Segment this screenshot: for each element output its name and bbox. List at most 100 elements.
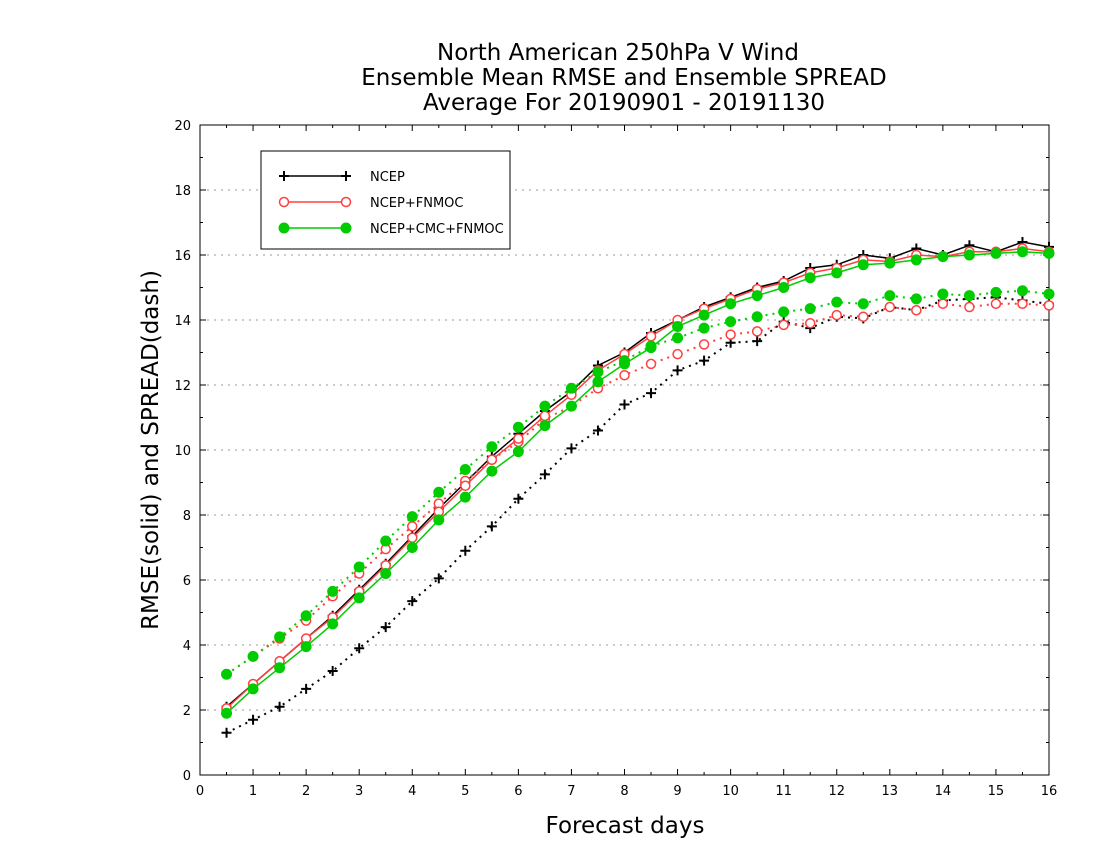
series-1-spread-point-27 [937, 298, 949, 309]
series-1-rmse-point-11 [513, 433, 524, 444]
series-2-rmse-point-2 [274, 662, 286, 674]
series-2-rmse-point-29 [990, 247, 1002, 259]
series-0-spread-point-10 [486, 521, 497, 532]
series-2-rmse-point-8 [433, 514, 445, 526]
series-0-spread-point-11 [513, 493, 524, 504]
series-2-rmse-point-13 [565, 400, 577, 412]
series-2-spread-point-30 [1016, 285, 1028, 297]
series-layer [221, 237, 1055, 738]
series-1-spread-point-15 [619, 370, 630, 381]
series-2-spread-point-29 [990, 286, 1002, 298]
y-tick-label-16: 16 [174, 249, 191, 264]
series-0 [221, 237, 1054, 738]
y-tick-label-8: 8 [183, 509, 191, 524]
series-2-spread-point-13 [565, 382, 577, 394]
x-tick-label-16: 16 [1041, 784, 1058, 799]
x-tick-label-13: 13 [882, 784, 899, 799]
series-1-spread-point-29 [990, 298, 1002, 309]
x-tick-label-2: 2 [302, 784, 310, 799]
series-0-spread-point-7 [407, 596, 418, 607]
series-0-spread-point-17 [672, 365, 683, 376]
series-0-spread-point-8 [433, 573, 444, 584]
legend-label-2: NCEP+CMC+FNMOC [370, 222, 504, 237]
y-tick-label-18: 18 [174, 184, 191, 199]
x-tick-label-7: 7 [567, 784, 575, 799]
series-1-rmse-point-7 [407, 532, 418, 543]
series-2-spread-point-28 [963, 290, 975, 302]
series-2-spread-point-0 [221, 668, 233, 680]
series-2-spread-point-19 [725, 316, 737, 328]
legend-label-0: NCEP [370, 170, 405, 185]
series-2-spread-line [225, 289, 1050, 676]
series-1-rmse-point-9 [460, 480, 471, 491]
series-2-rmse-point-0 [221, 707, 233, 719]
series-2-spread-point-2 [274, 631, 286, 643]
y-tick-label-12: 12 [174, 379, 191, 394]
series-2-spread-point-4 [327, 585, 339, 597]
series-0-spread-point-2 [274, 701, 285, 712]
series-2-rmse-point-27 [937, 251, 949, 263]
series-0-spread-point-6 [380, 622, 391, 633]
chart-title-line-3: Average For 20190901 - 20191130 [423, 90, 825, 116]
chart-title-line-2: Ensemble Mean RMSE and Ensemble SPREAD [361, 65, 886, 91]
series-2-spread-point-8 [433, 486, 445, 498]
series-2-rmse-point-19 [725, 298, 737, 310]
series-0-spread-point-0 [221, 727, 232, 738]
y-axis-label: RMSE(solid) and SPREAD(dash) [138, 270, 164, 630]
series-2-rmse-point-20 [751, 290, 763, 302]
series-2-spread-point-1 [247, 650, 259, 662]
series-0-spread-point-5 [354, 643, 365, 654]
series-1-spread-point-21 [778, 319, 789, 331]
series-2-spread-point-3 [300, 610, 312, 622]
series-2-rmse-point-18 [698, 309, 710, 321]
series-0-spread-point-18 [699, 355, 710, 366]
series-2-spread-point-17 [672, 332, 684, 344]
series-0-rmse-line [226, 241, 1050, 708]
x-tick-label-3: 3 [355, 784, 363, 799]
series-2-rmse-point-26 [910, 254, 922, 266]
series-2-spread-point-10 [486, 441, 498, 453]
series-2-rmse-point-16 [645, 342, 657, 354]
legend-marker-right-1 [340, 196, 352, 208]
series-2-rmse-line [225, 251, 1050, 714]
series-2-rmse-point-3 [300, 641, 312, 653]
series-2-spread-point-12 [539, 400, 551, 412]
series-2-spread-point-20 [751, 311, 763, 323]
series-2-rmse-point-1 [247, 683, 259, 695]
series-2-rmse-point-25 [884, 257, 896, 269]
x-tick-label-1: 1 [249, 784, 257, 799]
series-1-spread-point-25 [884, 301, 896, 313]
series-2-rmse-point-12 [539, 420, 551, 432]
series-2-spread-point-22 [804, 303, 816, 315]
series-2-spread-point-9 [459, 464, 471, 475]
tick-labels: 0 1 2 3 4 5 6 7 8 9 10 11 12 13 14 15 160246810121416182… [174, 119, 1057, 799]
series-1-rmse-point-10 [486, 454, 498, 465]
series-2-spread-point-31 [1043, 288, 1055, 300]
x-tick-label-10: 10 [722, 784, 739, 799]
series-1-spread-point-17 [672, 348, 683, 360]
legend-marker-left-2 [278, 222, 290, 234]
series-2-rmse-point-24 [857, 259, 869, 271]
series-0-spread-point-13 [566, 443, 577, 454]
series-2-spread-point-27 [937, 288, 949, 300]
x-tick-label-6: 6 [514, 784, 522, 799]
legend-marker-left-0 [279, 171, 289, 181]
series-2-rmse-point-4 [327, 618, 339, 630]
series-2-spread-point-23 [831, 296, 843, 308]
x-tick-label-8: 8 [620, 784, 628, 799]
series-2-rmse-point-14 [592, 376, 604, 388]
series-2-spread-point-24 [857, 298, 869, 310]
series-0-spread-point-14 [592, 425, 603, 436]
series-2-rmse-point-23 [831, 267, 843, 279]
series-1-spread-line [225, 302, 1050, 676]
x-tick-label-9: 9 [673, 784, 681, 799]
y-tick-label-4: 4 [183, 639, 191, 654]
series-1-rmse-point-16 [645, 331, 657, 342]
series-1-spread-point-22 [804, 318, 816, 329]
series-2-spread-point-25 [884, 290, 896, 302]
series-1-spread-point-7 [407, 521, 418, 532]
series-2-spread-point-14 [592, 366, 604, 378]
series-1 [221, 243, 1055, 714]
x-axis-label: Forecast days [546, 813, 705, 839]
